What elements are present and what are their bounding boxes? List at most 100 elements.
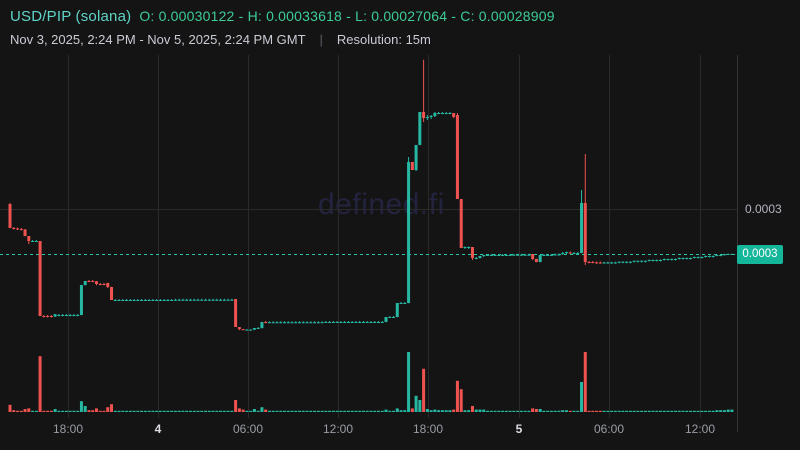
candle-body [730, 254, 734, 256]
time-axis-label: 06:00 [593, 422, 625, 436]
candle-body [670, 258, 674, 260]
candle-body [482, 254, 486, 256]
volume-bar [128, 410, 132, 412]
volume-bar [147, 410, 151, 412]
volume-bar [31, 410, 35, 412]
volume-bar [459, 389, 463, 412]
candle-body [128, 299, 132, 301]
candle-body [264, 321, 268, 324]
volume-bar [685, 410, 689, 412]
volume-bar [358, 410, 362, 412]
volume-bar [380, 410, 384, 412]
candle-body [478, 255, 482, 259]
candle-body [711, 255, 715, 257]
volume-bar [651, 410, 655, 412]
candle-body [207, 299, 211, 301]
volume-bar [158, 410, 162, 412]
volume-bar [587, 410, 591, 412]
volume-bar [674, 410, 678, 412]
volume-bar [486, 410, 490, 412]
volume-bar [444, 410, 448, 412]
candle-body [459, 199, 463, 248]
volume-bar [523, 410, 527, 412]
candle-body [414, 144, 418, 171]
candle-body [591, 262, 595, 264]
candle-body [316, 322, 320, 324]
volume-bar [501, 410, 505, 412]
volume-bar [8, 404, 12, 412]
candle-body [19, 229, 23, 231]
candle-body [587, 262, 591, 264]
candle-body [602, 262, 606, 264]
candle-body [301, 322, 305, 324]
candle-body [49, 316, 53, 318]
candle-body [177, 299, 181, 301]
volume-bar [151, 410, 155, 412]
volume-bar [350, 410, 354, 412]
volume-bar [512, 410, 516, 412]
candle-body [553, 254, 557, 256]
candle-body [192, 299, 196, 301]
candle-body [542, 254, 546, 256]
candle-body [113, 299, 117, 301]
candle-body [12, 228, 16, 230]
volume-bar [610, 410, 614, 412]
volume-bar [275, 410, 279, 412]
volume-bar [219, 410, 223, 412]
volume-bar [87, 410, 91, 412]
volume-bar [572, 410, 576, 412]
candle-body [143, 299, 147, 301]
candle-body [151, 299, 155, 301]
volume-bar [23, 409, 27, 412]
candle-body [700, 257, 704, 259]
volume-bar [655, 410, 659, 412]
volume-bar [313, 410, 317, 412]
volume-bar [715, 410, 719, 412]
candle-body [204, 299, 208, 301]
volume-bar [662, 410, 666, 412]
candle-body [621, 261, 625, 263]
candle-body [546, 254, 550, 256]
candle-body [64, 315, 68, 317]
candle-body [534, 258, 538, 263]
time-axis[interactable]: 18:00 4 06:00 12:00 18:00 5 06:00 12:00 [0, 418, 737, 450]
candle-body [237, 327, 241, 330]
candle-body [173, 299, 177, 301]
price-axis[interactable]: 0.0003 0.0003 [737, 55, 800, 420]
candle-body [512, 254, 516, 256]
candle-body [305, 322, 309, 324]
time-axis-label: 18:00 [52, 422, 84, 436]
candle-body [628, 261, 632, 263]
volume-bar [125, 410, 129, 412]
candle-body [106, 283, 110, 288]
candle-wick [404, 302, 406, 304]
volume-bar [177, 410, 181, 412]
candle-body [373, 321, 377, 323]
volume-bar [42, 410, 46, 412]
candle-body [267, 322, 271, 324]
volume-bar [681, 410, 685, 412]
candle-body [298, 322, 302, 324]
candle-wick [400, 302, 402, 304]
volume-bar [298, 410, 302, 412]
candle-body [117, 299, 121, 301]
volume-bar [200, 410, 204, 412]
volume-bar [538, 409, 542, 412]
volume-bar [121, 410, 125, 412]
time-axis-label: 5 [515, 422, 523, 436]
volume-bar [72, 410, 76, 412]
candle-body [94, 281, 98, 284]
candle-body [707, 255, 711, 257]
volume-bar [241, 409, 245, 412]
candle-body [155, 299, 159, 301]
volume-bar [346, 410, 350, 412]
volume-bar [249, 410, 253, 412]
volume-bar [27, 408, 31, 412]
volume-bar [102, 410, 106, 412]
candle-body [290, 322, 294, 324]
candle-body [260, 321, 264, 329]
candle-body [392, 316, 396, 318]
volume-bar [192, 410, 196, 412]
candle-body [625, 261, 629, 263]
